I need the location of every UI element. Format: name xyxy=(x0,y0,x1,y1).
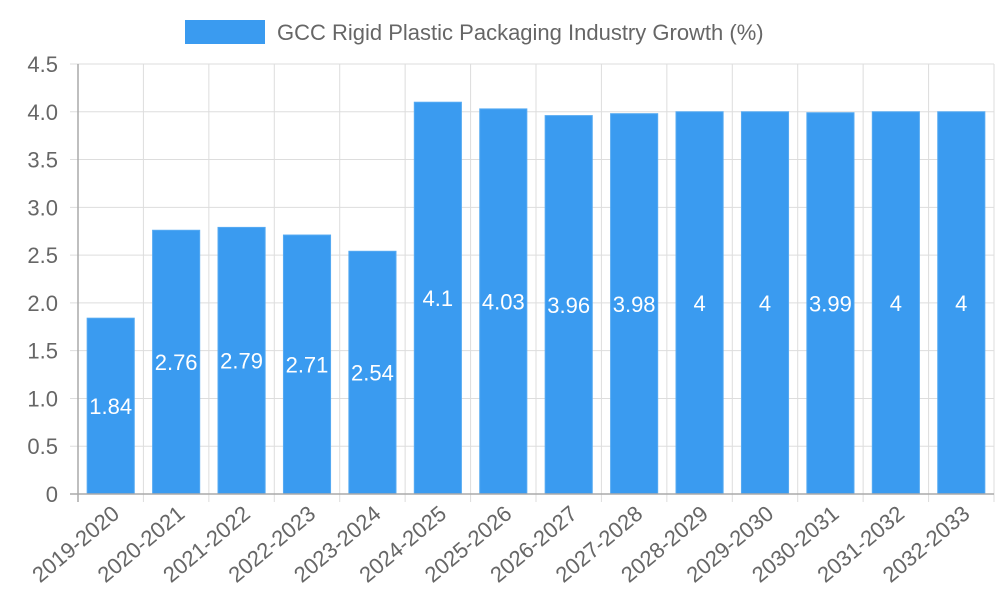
y-tick-label: 1.0 xyxy=(27,386,58,411)
legend-label: GCC Rigid Plastic Packaging Industry Gro… xyxy=(277,20,764,45)
bar xyxy=(675,111,724,495)
y-tick-label: 2.0 xyxy=(27,291,58,316)
data-label: 4 xyxy=(890,291,902,316)
y-tick-label: 1.5 xyxy=(27,339,58,364)
data-labels: 1.84 2.76 2.79 2.71 2.54 4.1 4.03 3.96 3.98 4 4 3.9… xyxy=(89,286,967,419)
bar xyxy=(413,101,462,495)
y-tick-label: 2.5 xyxy=(27,243,58,268)
data-label: 2.79 xyxy=(220,349,263,374)
bar xyxy=(348,250,397,495)
y-tick-label: 4.0 xyxy=(27,100,58,125)
y-tick-label: 3.0 xyxy=(27,195,58,220)
y-tick-label: 4.5 xyxy=(27,52,58,77)
bar xyxy=(282,234,332,495)
bar xyxy=(217,226,266,495)
bar xyxy=(152,229,201,495)
y-tick-label: 3.5 xyxy=(27,148,58,173)
data-label: 3.96 xyxy=(547,293,590,318)
bar xyxy=(937,111,986,495)
data-label: 4.1 xyxy=(423,286,454,311)
bar xyxy=(86,317,135,495)
data-label: 2.76 xyxy=(155,350,198,375)
bars xyxy=(86,101,986,495)
data-label: 4 xyxy=(955,291,967,316)
bar xyxy=(610,113,659,495)
x-axis-tick-labels: 2019-20202020-20212021-20222022-20232023… xyxy=(27,501,974,588)
y-tick-label: 0.5 xyxy=(27,434,58,459)
bar xyxy=(806,112,855,495)
y-axis-tick-labels: 0 0.5 1.0 1.5 2.0 2.5 3.0 3.5 4.0 4.5 xyxy=(27,52,58,507)
data-label: 4 xyxy=(759,291,771,316)
y-tick-label: 0 xyxy=(46,482,58,507)
axes xyxy=(70,64,994,502)
bar xyxy=(479,108,528,495)
data-label: 3.99 xyxy=(809,291,852,316)
data-label: 1.84 xyxy=(89,394,132,419)
data-label: 4.03 xyxy=(482,289,525,314)
legend[interactable]: GCC Rigid Plastic Packaging Industry Gro… xyxy=(185,20,764,45)
data-label: 2.71 xyxy=(286,353,329,378)
gridlines xyxy=(70,63,995,502)
bar xyxy=(740,111,790,495)
data-label: 4 xyxy=(693,291,705,316)
data-label: 2.54 xyxy=(351,361,394,386)
bar xyxy=(544,115,593,495)
legend-swatch xyxy=(185,20,265,44)
bar xyxy=(871,111,920,495)
data-label: 3.98 xyxy=(613,292,656,317)
